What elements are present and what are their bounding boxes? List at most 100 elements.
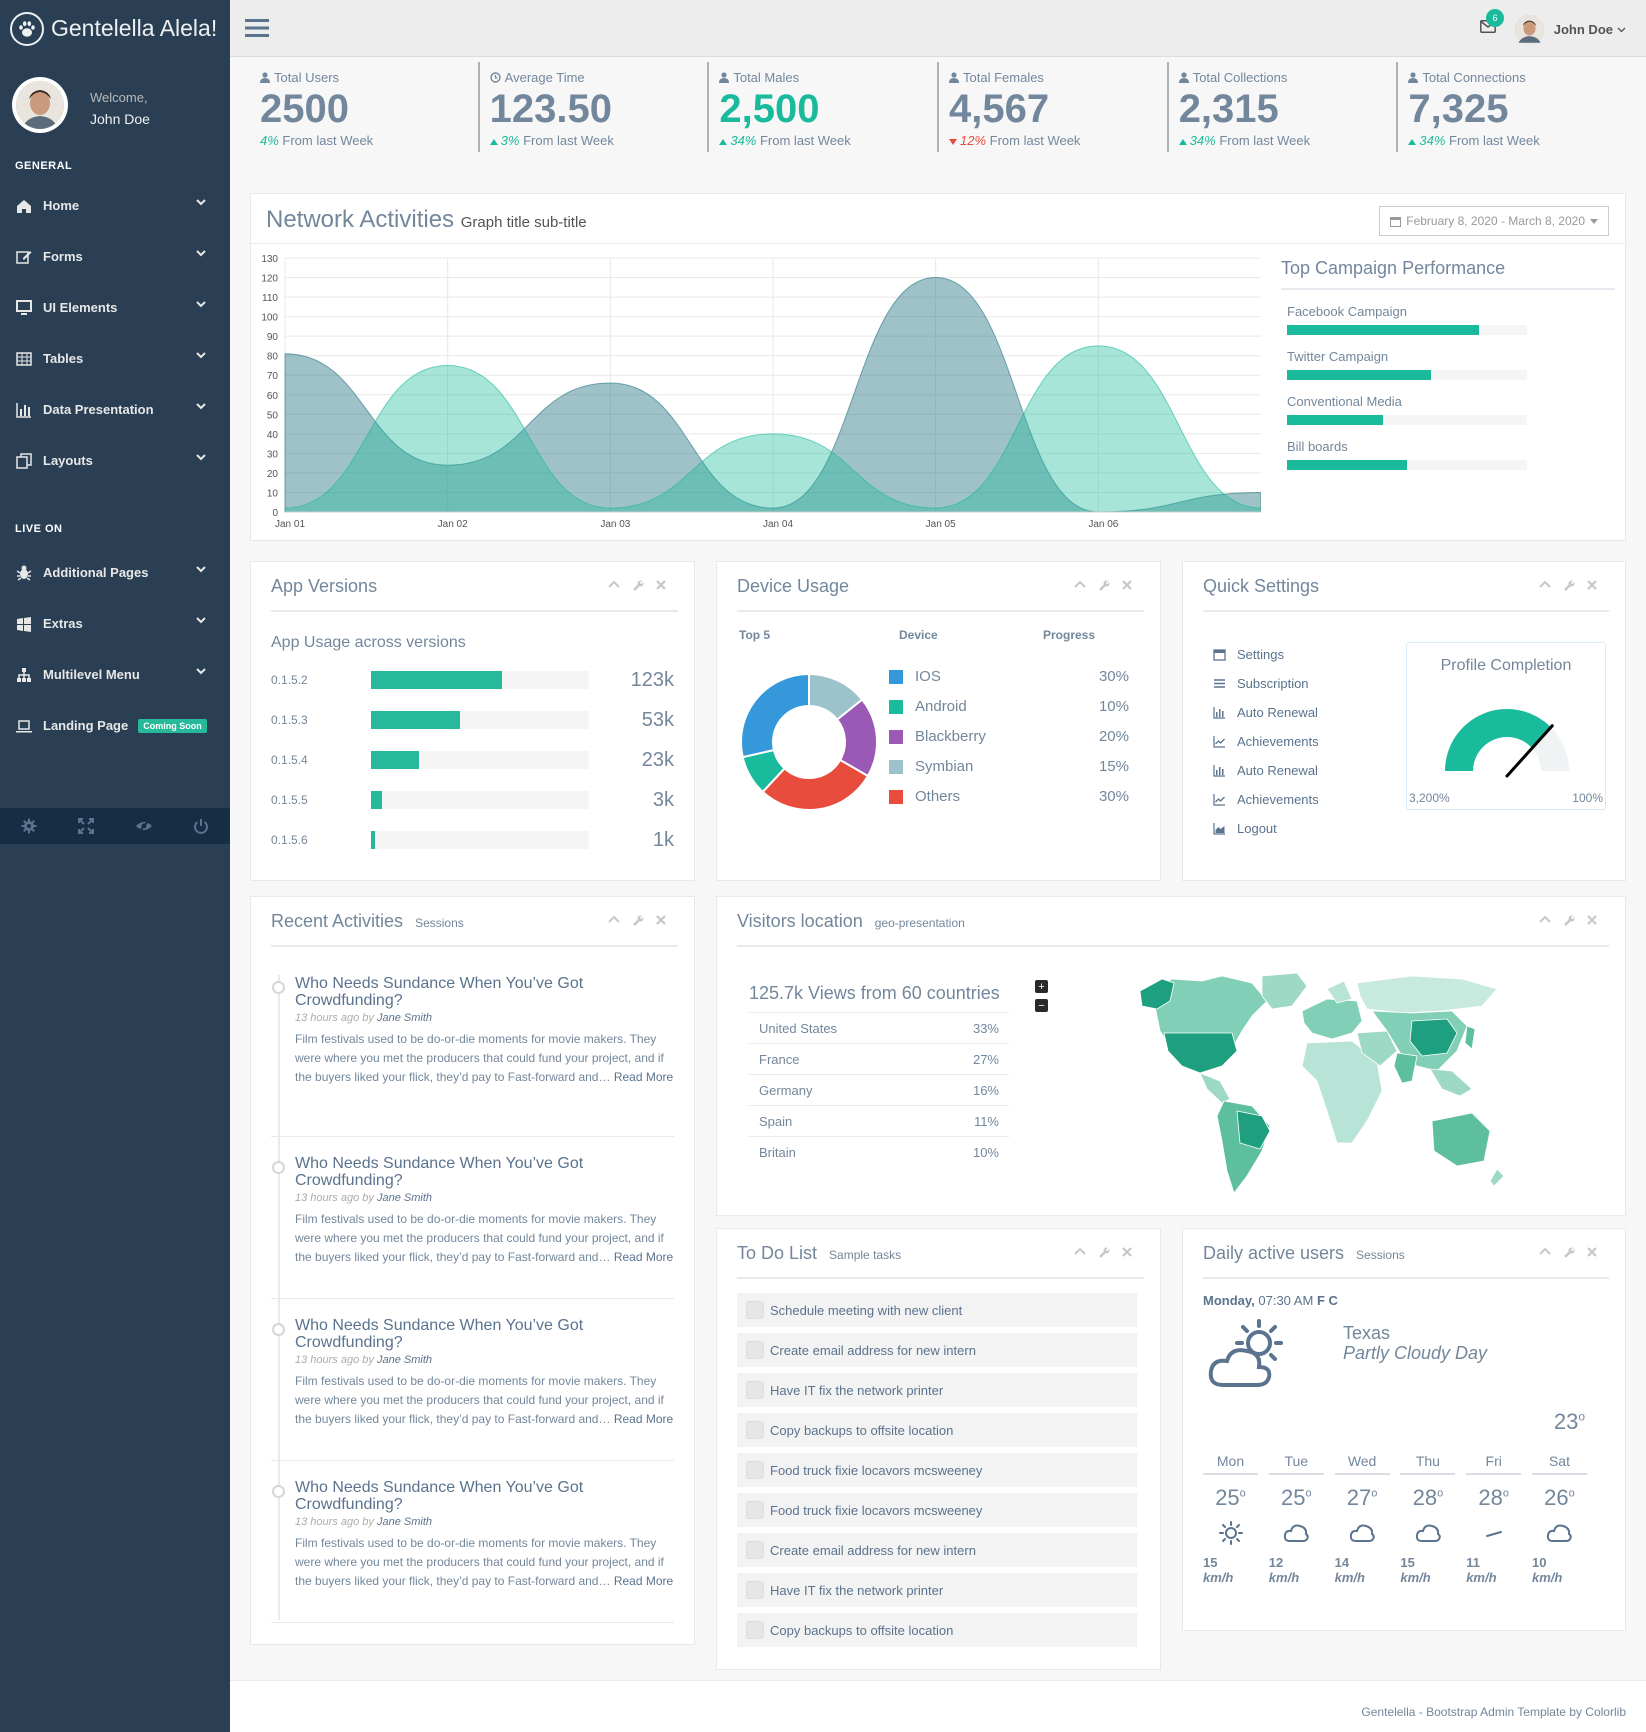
close-icon[interactable] [1587,1247,1597,1259]
todo-checkbox[interactable] [746,1421,764,1439]
collapse-icon[interactable] [1539,1247,1551,1259]
close-icon[interactable] [1587,915,1597,927]
sidebar-item-home[interactable]: Home [0,180,230,231]
version-progress-fill [371,831,376,849]
map-region-new-zealand[interactable] [1489,1168,1505,1187]
close-icon[interactable] [1122,1247,1132,1259]
zoom-out-button[interactable]: − [1035,999,1048,1012]
activity-byline: 13 hours ago by Jane Smith [295,1012,674,1024]
map-region-china[interactable] [1409,1018,1458,1057]
close-icon[interactable] [656,580,666,592]
map-region-middle-east[interactable] [1356,1030,1398,1067]
version-label: 0.1.5.5 [271,793,308,807]
todo-checkbox[interactable] [746,1341,764,1359]
wrench-icon[interactable] [1563,915,1575,927]
activity-title[interactable]: Who Needs Sundance When You’ve Got Crowd… [295,1155,584,1189]
quick-setting-subscription[interactable]: Subscription [1213,669,1319,698]
close-icon[interactable] [1587,580,1597,592]
logout-icon[interactable] [173,808,231,844]
todo-checkbox[interactable] [746,1581,764,1599]
sidebar-item-landing-page[interactable]: Landing Page Coming Soon [0,700,230,751]
sidebar-item-data-presentation[interactable]: Data Presentation [0,384,230,435]
map-region-scandinavia[interactable] [1326,980,1353,1004]
collapse-icon[interactable] [608,580,620,592]
read-more-link[interactable]: Read More [613,1574,674,1588]
close-icon[interactable] [1122,580,1132,592]
brand[interactable]: Gentelella Alela! [0,0,230,57]
map-region-europe[interactable] [1301,998,1363,1040]
activity-author-link[interactable]: Jane Smith [376,1354,432,1366]
collapse-icon[interactable] [1539,915,1551,927]
todo-checkbox[interactable] [746,1501,764,1519]
read-more-link[interactable]: Read More [613,1412,674,1426]
wrench-icon[interactable] [1563,1247,1575,1259]
quick-setting-achievements[interactable]: Achievements [1213,727,1319,756]
lock-icon[interactable] [115,808,173,844]
sidebar-item-layouts[interactable]: Layouts [0,435,230,486]
todo-checkbox[interactable] [746,1301,764,1319]
map-region-india[interactable] [1393,1052,1418,1084]
settings-icon[interactable] [0,808,58,844]
read-more-link[interactable]: Read More [613,1070,674,1084]
sidebar-item-additional-pages[interactable]: Additional Pages [0,547,230,598]
sidebar-item-ui-elements[interactable]: UI Elements [0,282,230,333]
fullscreen-icon[interactable] [58,808,116,844]
quick-setting-achievements[interactable]: Achievements [1213,785,1319,814]
wrench-icon[interactable] [632,580,644,592]
todo-checkbox[interactable] [746,1621,764,1639]
device-pct: 15% [1098,758,1129,775]
todo-item: Schedule meeting with new client [737,1293,1137,1327]
version-progress-fill [371,751,419,769]
todo-checkbox[interactable] [746,1541,764,1559]
map-region-australia[interactable] [1431,1112,1491,1167]
todo-checkbox[interactable] [746,1461,764,1479]
wrench-icon[interactable] [1563,580,1575,592]
quick-setting-logout[interactable]: Logout [1213,814,1319,843]
activity-author-link[interactable]: Jane Smith [376,1012,432,1024]
map-region-brazil[interactable] [1236,1110,1271,1150]
sidebar-item-tables[interactable]: Tables [0,333,230,384]
user-name: John Doe [1553,22,1613,37]
wrench-icon[interactable] [1098,1247,1110,1259]
sidebar-item-extras[interactable]: Extras [0,598,230,649]
activity-title[interactable]: Who Needs Sundance When You’ve Got Crowd… [295,1479,584,1513]
menu-toggle-icon[interactable] [245,18,269,38]
version-progress [371,751,589,769]
quick-setting-auto-renewal[interactable]: Auto Renewal [1213,698,1319,727]
weather-datetime: Monday, 07:30 AM F C [1203,1293,1338,1308]
map-region-russia[interactable] [1356,975,1498,1014]
close-icon[interactable] [656,915,666,927]
world-map[interactable] [1112,971,1512,1201]
activity-title[interactable]: Who Needs Sundance When You’ve Got Crowd… [295,975,584,1009]
sidebar-item-multilevel-menu[interactable]: Multilevel Menu [0,649,230,700]
map-region-alaska[interactable] [1139,978,1175,1010]
quick-setting-auto-renewal[interactable]: Auto Renewal [1213,756,1319,785]
wrench-icon[interactable] [1098,580,1110,592]
collapse-icon[interactable] [608,915,620,927]
collapse-icon[interactable] [1074,1247,1086,1259]
forecast-wind: 15 km/h [1400,1555,1455,1585]
user-menu[interactable]: John Doe [1514,15,1626,44]
date-range-picker[interactable]: February 8, 2020 - March 8, 2020 [1379,206,1609,236]
collapse-icon[interactable] [1539,580,1551,592]
wrench-icon[interactable] [632,915,644,927]
map-region-united-states[interactable] [1163,1032,1238,1074]
todo-checkbox[interactable] [746,1381,764,1399]
map-region-southeast-asia[interactable] [1429,1068,1473,1097]
map-region-central-america[interactable] [1199,1072,1231,1104]
map-region-japan[interactable] [1464,1025,1476,1050]
gauge-needle [1505,724,1554,778]
timeline-dot [272,1485,285,1498]
collapse-icon[interactable] [1074,580,1086,592]
read-more-link[interactable]: Read More [613,1250,674,1264]
map-region-greenland[interactable] [1261,972,1308,1010]
activity-author-link[interactable]: Jane Smith [376,1516,432,1528]
campaign-progress-fill [1287,460,1407,470]
activity-title[interactable]: Who Needs Sundance When You’ve Got Crowd… [295,1317,584,1351]
activity-author-link[interactable]: Jane Smith [376,1192,432,1204]
device-pct: 30% [1098,788,1129,805]
quick-setting-label: Auto Renewal [1237,763,1318,778]
zoom-in-button[interactable]: + [1035,980,1048,993]
sidebar-item-forms[interactable]: Forms [0,231,230,282]
quick-setting-settings[interactable]: Settings [1213,640,1319,669]
